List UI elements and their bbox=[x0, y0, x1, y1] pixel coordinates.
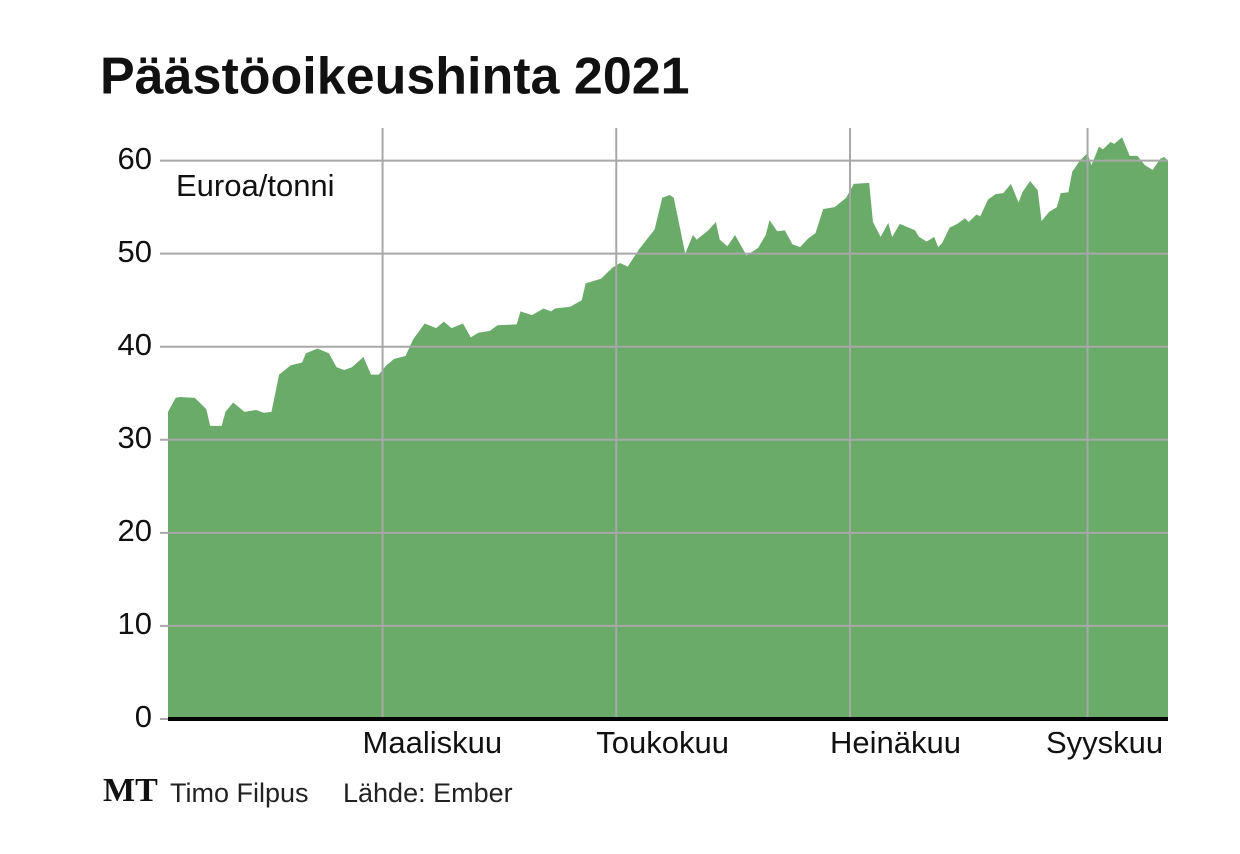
y-tick-label: 10 bbox=[118, 606, 152, 641]
source: Lähde: Ember bbox=[343, 778, 513, 808]
y-axis-label: Euroa/tonni bbox=[176, 168, 335, 203]
x-tick-label: Heinäkuu bbox=[830, 725, 961, 760]
y-tick-label: 40 bbox=[118, 327, 152, 362]
y-tick-label: 20 bbox=[118, 513, 152, 548]
x-tick-label: Toukokuu bbox=[596, 725, 729, 760]
y-tick-label: 0 bbox=[135, 699, 152, 734]
y-tick-label: 30 bbox=[118, 420, 152, 455]
x-tick-label: Maaliskuu bbox=[363, 725, 503, 760]
area bbox=[168, 137, 1168, 720]
y-tick-label: 50 bbox=[118, 234, 152, 269]
logo: MT bbox=[103, 772, 158, 809]
x-tick-label: Syyskuu bbox=[1046, 725, 1163, 760]
chart-title: Päästöoikeushinta 2021 bbox=[100, 48, 690, 106]
y-tick-label: 60 bbox=[118, 141, 152, 176]
author: Timo Filpus bbox=[170, 778, 309, 808]
